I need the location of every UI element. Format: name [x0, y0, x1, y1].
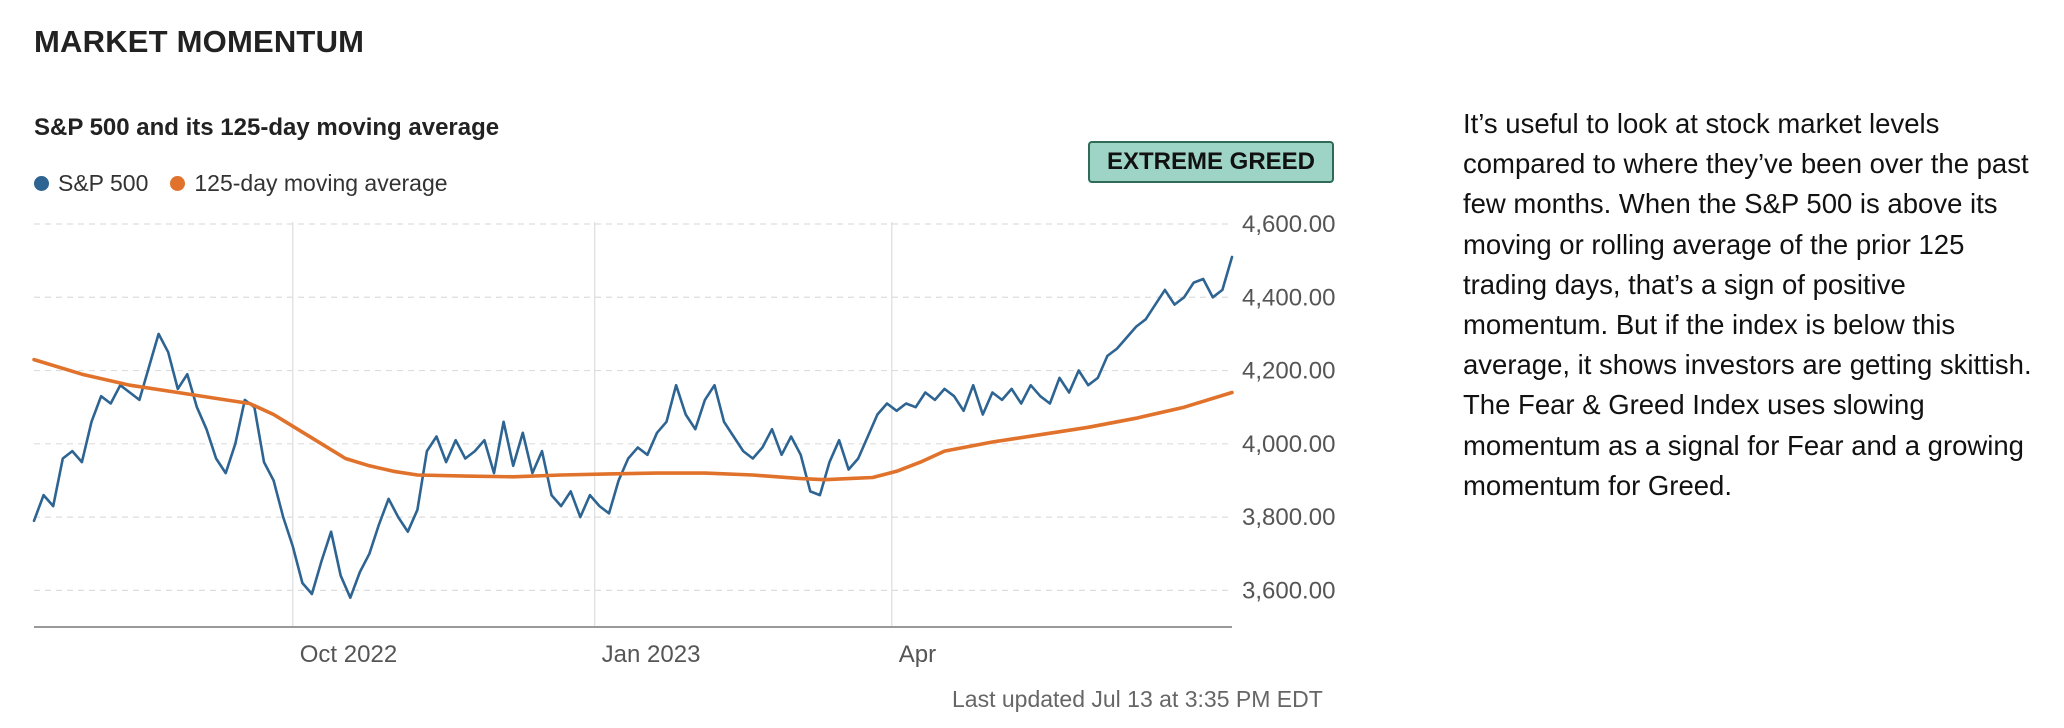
chart-legend: S&P 500 125-day moving average	[34, 170, 470, 197]
last-updated: Last updated Jul 13 at 3:35 PM EDT	[952, 686, 1323, 712]
legend-label-moving-average: 125-day moving average	[194, 170, 448, 196]
legend-item-sp500: S&P 500	[34, 170, 148, 197]
sp500-legend-dot-icon	[34, 176, 49, 191]
y-tick-label: 4,600.00	[1242, 211, 1335, 238]
x-tick-label: Apr	[899, 641, 936, 668]
chart-series	[32, 255, 1234, 600]
chart-axes: 3,600.00 3,800.00 4,000.00 4,200.00 4,400.00…	[34, 211, 1335, 668]
chart-gridlines	[34, 222, 1232, 627]
momentum-description: It’s useful to look at stock market leve…	[1463, 108, 2032, 501]
x-tick-label: Oct 2022	[300, 641, 397, 668]
chart-title: S&P 500 and its 125-day moving average	[34, 114, 500, 141]
y-tick-label: 4,200.00	[1242, 358, 1335, 385]
legend-item-moving-average: 125-day moving average	[170, 170, 448, 197]
y-tick-label: 4,400.00	[1242, 284, 1335, 311]
moving-average-line	[32, 357, 1234, 482]
y-tick-label: 4,000.00	[1242, 431, 1335, 458]
y-tick-label: 3,800.00	[1242, 504, 1335, 531]
moving-average-legend-dot-icon	[170, 176, 186, 191]
y-tick-label: 3,600.00	[1242, 577, 1335, 604]
rating-badge: EXTREME GREED	[1088, 141, 1334, 183]
sp500-line	[32, 255, 1234, 600]
legend-label-sp500: S&P 500	[58, 170, 149, 196]
x-tick-label: Jan 2023	[602, 641, 701, 668]
section-title: MARKET MOMENTUM	[34, 24, 365, 59]
